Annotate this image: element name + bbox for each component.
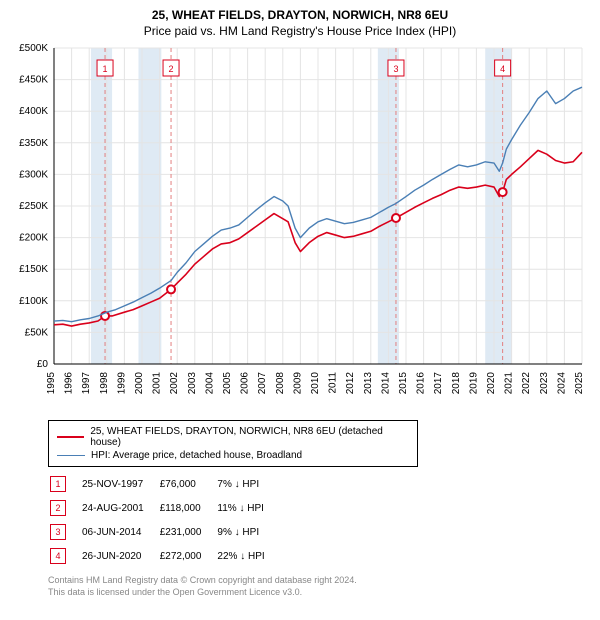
event-delta: 22% ↓ HPI xyxy=(217,545,278,567)
chart-subtitle: Price paid vs. HM Land Registry's House … xyxy=(10,24,590,38)
svg-text:£0: £0 xyxy=(37,359,49,370)
legend-label: HPI: Average price, detached house, Broa… xyxy=(91,450,302,461)
legend-swatch xyxy=(57,436,84,438)
chart-title-block: 25, WHEAT FIELDS, DRAYTON, NORWICH, NR8 … xyxy=(10,8,590,38)
svg-text:3: 3 xyxy=(393,64,398,74)
event-marker: 1 xyxy=(50,476,66,492)
legend-swatch xyxy=(57,455,85,457)
svg-text:1999: 1999 xyxy=(116,372,127,395)
event-price: £231,000 xyxy=(160,521,216,543)
svg-text:2022: 2022 xyxy=(521,372,532,395)
event-row: 1 25-NOV-1997£76,0007% ↓ HPI xyxy=(50,473,279,495)
event-delta: 9% ↓ HPI xyxy=(217,521,278,543)
svg-text:£500K: £500K xyxy=(19,44,48,54)
legend-item: HPI: Average price, detached house, Broa… xyxy=(57,449,409,462)
svg-text:£400K: £400K xyxy=(19,106,48,117)
svg-text:2015: 2015 xyxy=(398,372,409,395)
legend-item: 25, WHEAT FIELDS, DRAYTON, NORWICH, NR8 … xyxy=(57,425,409,449)
svg-text:2019: 2019 xyxy=(468,372,479,395)
svg-text:1995: 1995 xyxy=(46,372,57,395)
legend-label: 25, WHEAT FIELDS, DRAYTON, NORWICH, NR8 … xyxy=(90,426,409,448)
svg-text:1996: 1996 xyxy=(64,372,75,395)
svg-text:1998: 1998 xyxy=(99,372,110,395)
svg-text:2005: 2005 xyxy=(222,372,233,395)
svg-text:2004: 2004 xyxy=(204,372,215,395)
svg-text:2: 2 xyxy=(169,64,174,74)
chart: £0 £50K £100K £150K £200K £250K £300K £350K £400… xyxy=(10,44,590,414)
footer-line: This data is licensed under the Open Gov… xyxy=(48,587,580,599)
svg-text:1997: 1997 xyxy=(81,372,92,395)
svg-text:£350K: £350K xyxy=(19,138,48,149)
svg-text:2001: 2001 xyxy=(152,372,163,395)
event-row: 3 06-JUN-2014£231,0009% ↓ HPI xyxy=(50,521,279,543)
svg-text:2003: 2003 xyxy=(187,372,198,395)
svg-text:£50K: £50K xyxy=(25,327,49,338)
event-date: 25-NOV-1997 xyxy=(82,473,158,495)
svg-text:2017: 2017 xyxy=(433,372,444,395)
event-price: £76,000 xyxy=(160,473,216,495)
svg-text:2024: 2024 xyxy=(556,372,567,395)
svg-text:2000: 2000 xyxy=(134,372,145,395)
event-marker: 2 xyxy=(50,500,66,516)
event-date: 06-JUN-2014 xyxy=(82,521,158,543)
event-delta: 11% ↓ HPI xyxy=(217,497,278,519)
svg-text:2020: 2020 xyxy=(486,372,497,395)
footer: Contains HM Land Registry data © Crown c… xyxy=(48,575,580,598)
svg-text:£450K: £450K xyxy=(19,75,48,86)
svg-text:2002: 2002 xyxy=(169,372,180,395)
event-date: 26-JUN-2020 xyxy=(82,545,158,567)
svg-text:2014: 2014 xyxy=(380,372,391,395)
event-row: 4 26-JUN-2020£272,00022% ↓ HPI xyxy=(50,545,279,567)
svg-text:£200K: £200K xyxy=(19,233,48,244)
svg-text:2023: 2023 xyxy=(539,372,550,395)
svg-text:2013: 2013 xyxy=(363,372,374,395)
svg-text:2009: 2009 xyxy=(292,372,303,395)
chart-title: 25, WHEAT FIELDS, DRAYTON, NORWICH, NR8 … xyxy=(10,8,590,22)
event-price: £272,000 xyxy=(160,545,216,567)
svg-text:£250K: £250K xyxy=(19,201,48,212)
event-marker: 3 xyxy=(50,524,66,540)
svg-text:£150K: £150K xyxy=(19,264,48,275)
event-delta: 7% ↓ HPI xyxy=(217,473,278,495)
svg-text:2012: 2012 xyxy=(345,372,356,395)
svg-text:2008: 2008 xyxy=(275,372,286,395)
svg-text:2010: 2010 xyxy=(310,372,321,395)
event-price: £118,000 xyxy=(160,497,216,519)
svg-text:2007: 2007 xyxy=(257,372,268,395)
event-marker: 4 xyxy=(50,548,66,564)
svg-text:£300K: £300K xyxy=(19,169,48,180)
svg-text:£100K: £100K xyxy=(19,296,48,307)
svg-text:4: 4 xyxy=(500,64,505,74)
svg-text:2016: 2016 xyxy=(416,372,427,395)
svg-text:2018: 2018 xyxy=(451,372,462,395)
svg-text:1: 1 xyxy=(103,64,108,74)
event-date: 24-AUG-2001 xyxy=(82,497,158,519)
svg-text:2021: 2021 xyxy=(504,372,515,395)
footer-line: Contains HM Land Registry data © Crown c… xyxy=(48,575,580,587)
event-row: 2 24-AUG-2001£118,00011% ↓ HPI xyxy=(50,497,279,519)
svg-text:2011: 2011 xyxy=(328,372,339,394)
svg-text:2006: 2006 xyxy=(240,372,251,395)
legend: 25, WHEAT FIELDS, DRAYTON, NORWICH, NR8 … xyxy=(48,420,418,467)
svg-text:2025: 2025 xyxy=(574,372,585,395)
chart-svg: £0 £50K £100K £150K £200K £250K £300K £350K £400… xyxy=(10,44,590,414)
events-table: 125-NOV-1997£76,0007% ↓ HPI224-AUG-2001£… xyxy=(48,471,281,569)
